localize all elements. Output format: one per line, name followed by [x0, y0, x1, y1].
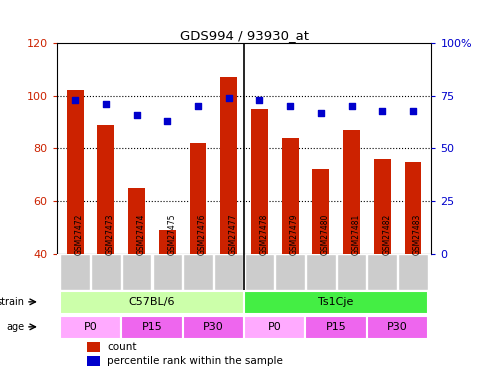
Bar	[189, 143, 207, 254]
Text: GSM27482: GSM27482	[382, 214, 391, 255]
Text: GSM27474: GSM27474	[137, 214, 145, 255]
Bar	[214, 254, 244, 290]
Bar	[244, 316, 306, 339]
Point	[102, 101, 110, 107]
Bar	[404, 162, 422, 254]
Bar	[121, 316, 182, 339]
Point	[317, 110, 325, 116]
Text: GSM27483: GSM27483	[413, 214, 422, 255]
Point	[225, 95, 233, 101]
Point	[255, 97, 263, 103]
Text: percentile rank within the sample: percentile rank within the sample	[107, 356, 283, 366]
Point	[286, 103, 294, 109]
Bar	[128, 188, 145, 254]
Bar	[398, 254, 428, 290]
Text: P0: P0	[84, 322, 97, 332]
Bar	[245, 254, 274, 290]
Bar	[183, 254, 212, 290]
Text: GSM27476: GSM27476	[198, 214, 207, 255]
Text: C57BL/6: C57BL/6	[129, 297, 175, 307]
Text: P30: P30	[203, 322, 224, 332]
Text: strain: strain	[0, 297, 25, 307]
Bar	[220, 77, 237, 254]
Text: GSM27475: GSM27475	[167, 214, 176, 255]
Bar	[87, 356, 100, 366]
Bar	[244, 291, 428, 314]
Bar	[276, 254, 305, 290]
Text: P30: P30	[387, 322, 408, 332]
Text: GSM27477: GSM27477	[229, 214, 238, 255]
Point	[348, 103, 355, 109]
Text: GSM27473: GSM27473	[106, 214, 115, 255]
Bar	[374, 159, 390, 254]
Bar	[98, 125, 114, 254]
Bar	[306, 316, 367, 339]
Text: GSM27480: GSM27480	[321, 214, 330, 255]
Bar	[306, 254, 336, 290]
Point	[378, 108, 386, 114]
Bar	[343, 130, 360, 254]
Text: count: count	[107, 342, 137, 352]
Bar	[367, 316, 428, 339]
Text: GSM27472: GSM27472	[75, 214, 84, 255]
Title: GDS994 / 93930_at: GDS994 / 93930_at	[179, 29, 309, 42]
Point	[71, 97, 79, 103]
Bar	[152, 254, 182, 290]
Bar	[87, 342, 100, 352]
Bar	[313, 170, 329, 254]
Bar	[337, 254, 366, 290]
Bar	[251, 109, 268, 254]
Point	[194, 103, 202, 109]
Bar	[67, 90, 84, 254]
Text: Ts1Cje: Ts1Cje	[318, 297, 354, 307]
Text: P15: P15	[141, 322, 162, 332]
Bar	[60, 291, 244, 314]
Point	[163, 118, 171, 124]
Text: age: age	[7, 322, 25, 332]
Bar	[282, 138, 299, 254]
Bar	[182, 316, 244, 339]
Bar	[91, 254, 121, 290]
Text: P0: P0	[268, 322, 282, 332]
Text: GSM27481: GSM27481	[352, 214, 360, 255]
Bar	[60, 254, 90, 290]
Bar	[367, 254, 397, 290]
Bar	[60, 316, 121, 339]
Bar	[159, 230, 176, 254]
Text: GSM27478: GSM27478	[259, 214, 268, 255]
Bar	[122, 254, 151, 290]
Point	[409, 108, 417, 114]
Text: GSM27479: GSM27479	[290, 214, 299, 255]
Text: P15: P15	[326, 322, 347, 332]
Point	[133, 112, 141, 118]
